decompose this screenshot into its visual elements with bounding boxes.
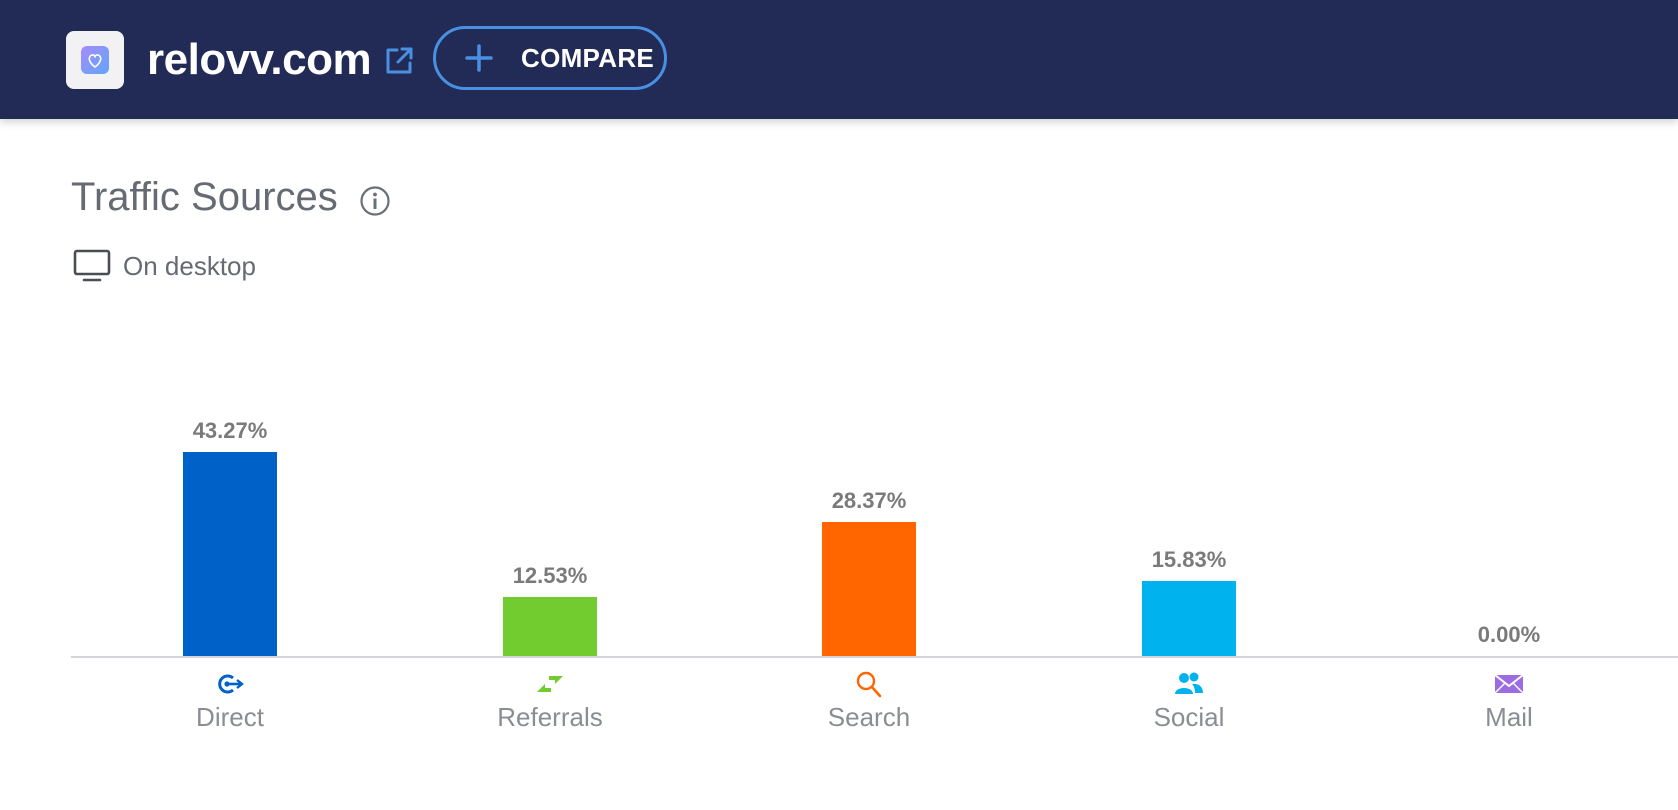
- heart-icon: [81, 46, 109, 74]
- top-bar: relovv.com COMPARE: [0, 0, 1678, 119]
- referrals-icon: [534, 670, 566, 698]
- site-favicon: [66, 31, 124, 89]
- bar-value-direct: 43.27%: [192, 418, 268, 443]
- bar-search: [822, 522, 916, 656]
- device-label: On desktop: [123, 251, 256, 281]
- category-label-referrals[interactable]: Referrals: [497, 702, 603, 732]
- desktop-icon: [73, 249, 111, 282]
- bar-social: [1142, 581, 1236, 656]
- category-label-search[interactable]: Search: [827, 702, 911, 732]
- bar-value-social: 15.83%: [1151, 547, 1227, 572]
- social-icon: [1173, 670, 1205, 698]
- bar-referrals: [503, 597, 597, 656]
- compare-button[interactable]: COMPARE: [433, 26, 667, 90]
- section-title: Traffic Sources: [71, 175, 338, 219]
- site-domain-title: relovv.com: [147, 35, 372, 84]
- mail-icon: [1493, 670, 1525, 698]
- direct-icon: [214, 670, 246, 698]
- bar-direct: [183, 452, 277, 656]
- bar-value-mail: 0.00%: [1477, 622, 1541, 647]
- compare-label: COMPARE: [521, 42, 655, 73]
- category-label-social[interactable]: Social: [1153, 702, 1225, 732]
- category-label-mail[interactable]: Mail: [1485, 702, 1533, 732]
- external-link-icon[interactable]: [383, 45, 415, 77]
- plus-icon: [465, 44, 493, 72]
- category-label-direct[interactable]: Direct: [196, 702, 264, 732]
- info-icon[interactable]: [359, 185, 391, 217]
- bar-value-referrals: 12.53%: [512, 563, 588, 588]
- bar-value-search: 28.37%: [831, 488, 907, 513]
- chart-baseline: [71, 656, 1678, 658]
- search-icon: [853, 670, 885, 698]
